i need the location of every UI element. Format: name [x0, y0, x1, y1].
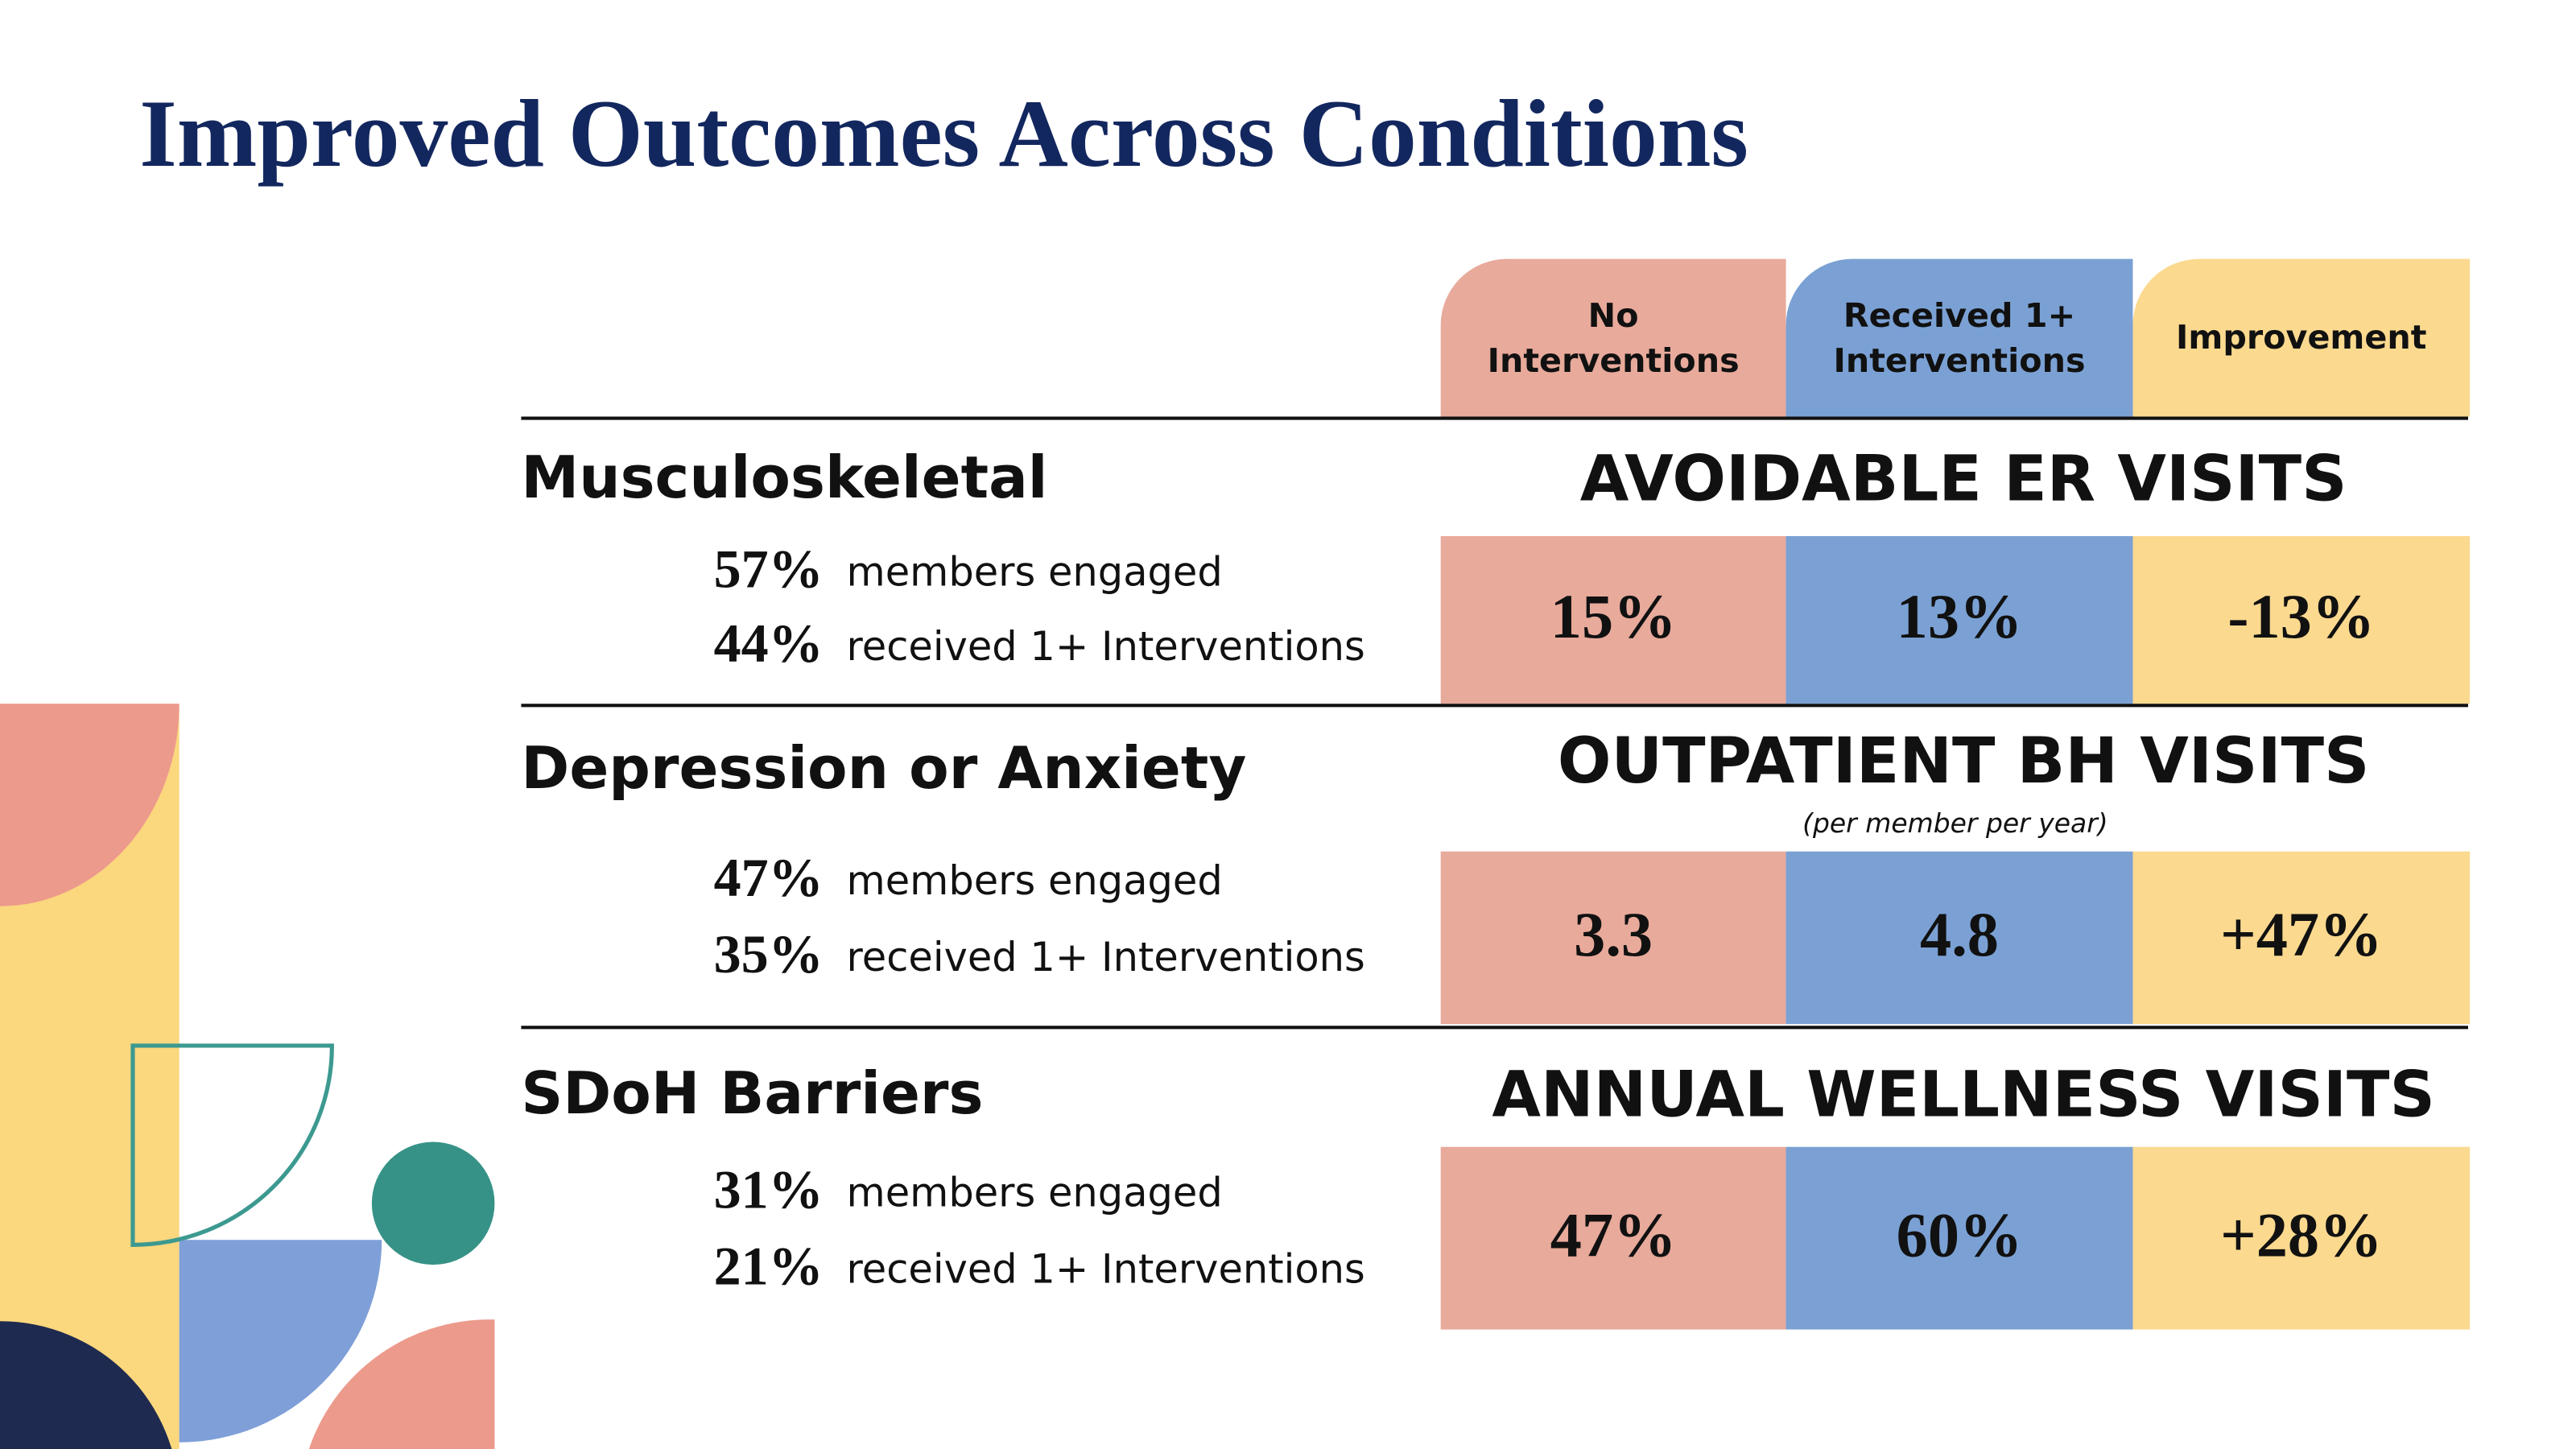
- decoration: [0, 704, 495, 1449]
- metric-name: AVOIDABLE ER VISITS: [1580, 442, 2347, 515]
- metric-name: OUTPATIENT BH VISITS: [1558, 724, 2370, 798]
- column-header-cell: [1785, 258, 2133, 417]
- value-cell: [1440, 1146, 1786, 1330]
- cell-value: 15%: [1550, 581, 1677, 651]
- cell-value: 60%: [1897, 1199, 2023, 1269]
- column-header-cell: [2132, 258, 2471, 417]
- cell-value: 47%: [1550, 1199, 1677, 1269]
- engagement-stat: 44% received 1+ Interventions: [714, 613, 1365, 674]
- cell-value: +28%: [2220, 1199, 2382, 1269]
- cell-value: +47%: [2220, 899, 2382, 969]
- stat-label: members engaged: [847, 857, 1223, 903]
- metric-name: ANNUAL WELLNESS VISITS: [1492, 1058, 2434, 1131]
- blue-quarter: [179, 1240, 382, 1443]
- stat-label: received 1+ Interventions: [847, 623, 1365, 670]
- pink-corner: [308, 1319, 495, 1449]
- stat-value: 35%: [714, 923, 824, 984]
- value-cell: [1785, 851, 2133, 1025]
- stat-label: members engaged: [847, 1169, 1223, 1216]
- engagement-stat: 47% members engaged: [714, 847, 1223, 908]
- cell-value: 3.3: [1574, 899, 1653, 969]
- pink-quarter: [0, 704, 180, 906]
- condition-name: SDoH Barriers: [521, 1060, 983, 1128]
- engagement-stat: 57% members engaged: [714, 538, 1223, 599]
- column-header-cell: [1440, 258, 1786, 417]
- stat-value: 57%: [714, 538, 824, 599]
- slide-title: Improved Outcomes Across Conditions: [139, 80, 1748, 187]
- stat-value: 44%: [714, 613, 824, 674]
- column-header: Improvement: [2176, 316, 2427, 357]
- value-cell: [2132, 1146, 2471, 1330]
- cell-value: -13%: [2227, 581, 2375, 651]
- value-cell: [2132, 535, 2471, 704]
- metric-note: (per member per year): [1802, 807, 2108, 839]
- engagement-stat: 35% received 1+ Interventions: [714, 923, 1365, 984]
- engagement-stat: 21% received 1+ Interventions: [714, 1235, 1365, 1296]
- stat-value: 47%: [714, 847, 824, 908]
- value-cell: [1785, 535, 2133, 704]
- column-header-text: Received 1+ Interventions: [1833, 294, 2086, 380]
- teal-circle: [371, 1141, 495, 1265]
- value-cell: [2132, 851, 2471, 1025]
- stat-value: 21%: [714, 1235, 824, 1296]
- navy-quarter: [0, 1321, 172, 1449]
- condition-name: Musculoskeletal: [521, 444, 1047, 512]
- stat-label: received 1+ Interventions: [847, 1245, 1365, 1292]
- cell-value: 4.8: [1920, 899, 1999, 969]
- stat-label: received 1+ Interventions: [847, 933, 1365, 980]
- stat-value: 31%: [714, 1158, 824, 1220]
- cell-value: 13%: [1897, 581, 2023, 651]
- column-header: Received 1+ Interventions: [1833, 294, 2086, 380]
- engagement-stat: 31% members engaged: [714, 1158, 1223, 1220]
- stat-label: members engaged: [847, 548, 1223, 595]
- condition-name: Depression or Anxiety: [521, 735, 1246, 803]
- column-header-text: No Interventions: [1487, 294, 1740, 380]
- column-header: No Interventions: [1487, 294, 1740, 380]
- value-cell: [1785, 1146, 2133, 1330]
- value-cell: [1440, 535, 1786, 704]
- value-cell: [1440, 851, 1786, 1025]
- teal-outline: [130, 1043, 334, 1247]
- column-header-text: Improvement: [2176, 316, 2427, 357]
